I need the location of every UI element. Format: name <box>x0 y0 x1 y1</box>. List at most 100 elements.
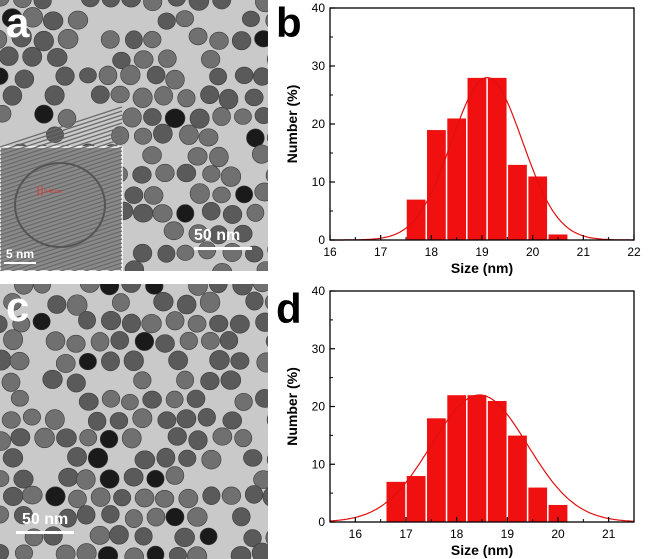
inset-scale-bar <box>4 262 36 264</box>
x-axis-title: Size (nm) <box>451 542 513 558</box>
nanoparticle <box>87 411 107 431</box>
nanoparticle <box>256 261 268 271</box>
nanoparticle <box>198 128 219 147</box>
nanoparticle <box>155 334 175 353</box>
nanoparticle <box>234 66 254 85</box>
nanoparticle <box>209 67 227 86</box>
x-axis-title: Size (nm) <box>451 260 513 276</box>
nanoparticle <box>187 147 208 166</box>
nanoparticle <box>265 169 268 182</box>
nanoparticle <box>78 311 96 330</box>
nanoparticle <box>188 430 208 450</box>
tem-image-a-canvas <box>0 0 268 271</box>
nanoparticle <box>146 507 166 527</box>
nanoparticle <box>255 0 268 13</box>
nanoparticle <box>188 224 209 243</box>
nanoparticle <box>143 0 163 12</box>
histogram-bar <box>406 199 427 241</box>
nanoparticle <box>176 409 197 429</box>
nanoparticle <box>209 146 229 168</box>
histogram-bar <box>426 129 447 241</box>
nanoparticle <box>56 428 77 448</box>
nanoparticle <box>124 547 144 559</box>
nanoparticle <box>252 284 268 293</box>
nanoparticle <box>200 371 220 391</box>
nanoparticle <box>99 469 120 489</box>
nanoparticle <box>212 427 233 446</box>
nanoparticle <box>158 49 177 68</box>
nanoparticle <box>156 447 176 468</box>
nanoparticle <box>55 544 76 559</box>
nanoparticle <box>14 544 34 559</box>
nanoparticle <box>143 31 162 49</box>
nanoparticle <box>234 392 253 411</box>
nanoparticle <box>121 313 141 334</box>
y-tick-label: 10 <box>312 457 326 471</box>
x-tick-label: 22 <box>627 245 641 259</box>
nanoparticle <box>67 447 87 467</box>
nanoparticle <box>3 293 22 311</box>
nanoparticle <box>154 86 174 106</box>
nanoparticle <box>123 350 144 372</box>
nanoparticle <box>78 352 97 371</box>
nanoparticle <box>22 46 43 67</box>
nanoparticle <box>234 108 252 125</box>
nanoparticle <box>244 88 264 107</box>
y-axis-title: Number (%) <box>284 367 300 446</box>
nanoparticle <box>255 312 268 332</box>
nanoparticle <box>142 390 162 409</box>
x-tick-label: 17 <box>399 527 413 541</box>
nanoparticle <box>3 329 24 351</box>
nanoparticle <box>76 505 96 525</box>
nanoparticle <box>243 449 263 467</box>
nanoparticle <box>243 529 262 548</box>
nanoparticle <box>141 313 162 334</box>
nanoparticle <box>177 89 196 108</box>
nanoparticle <box>266 133 268 142</box>
nanoparticle <box>132 166 152 184</box>
nanoparticle <box>79 284 100 293</box>
tem-image-c-canvas <box>0 284 268 559</box>
nanoparticle <box>42 11 64 31</box>
nanoparticle <box>186 389 206 408</box>
scale-bar-a <box>194 247 252 250</box>
nanoparticle <box>178 488 199 509</box>
nanoparticle <box>165 507 185 527</box>
nanoparticle <box>189 183 210 204</box>
nanoparticle <box>12 315 31 333</box>
nanoparticle <box>266 54 268 64</box>
nanoparticle <box>43 526 63 546</box>
nanoparticle <box>222 242 242 262</box>
x-tick-label: 18 <box>425 245 439 259</box>
nanoparticle <box>221 486 242 505</box>
nanoparticle <box>179 124 199 145</box>
nanoparticle <box>222 411 242 430</box>
nanoparticle <box>201 449 222 470</box>
nanoparticle <box>45 331 66 351</box>
panel-label-c: c <box>6 283 30 330</box>
x-tick-label: 18 <box>450 527 464 541</box>
nanoparticle <box>2 448 24 468</box>
nanoparticle <box>123 467 144 487</box>
nanoparticle <box>1 8 23 28</box>
nanoparticle <box>22 7 43 28</box>
x-tick-label: 20 <box>551 527 565 541</box>
nanoparticle <box>34 427 55 449</box>
nanoparticle <box>132 408 153 429</box>
nanoparticle <box>246 128 265 148</box>
nanoparticle <box>186 546 208 559</box>
histogram-bar <box>446 394 467 523</box>
nanoparticle <box>58 508 77 528</box>
nanoparticle <box>100 30 120 49</box>
nanoparticle <box>265 335 268 347</box>
nanoparticle <box>99 284 120 296</box>
nanoparticle <box>168 547 187 559</box>
hrtem-inset <box>0 106 123 271</box>
nanoparticle <box>90 487 111 507</box>
nanoparticle <box>66 334 86 353</box>
nanoparticle <box>134 450 156 470</box>
nanoparticle <box>55 66 75 86</box>
nanoparticle <box>124 260 144 271</box>
nanoparticle <box>234 429 253 448</box>
nanoparticle <box>254 30 268 48</box>
